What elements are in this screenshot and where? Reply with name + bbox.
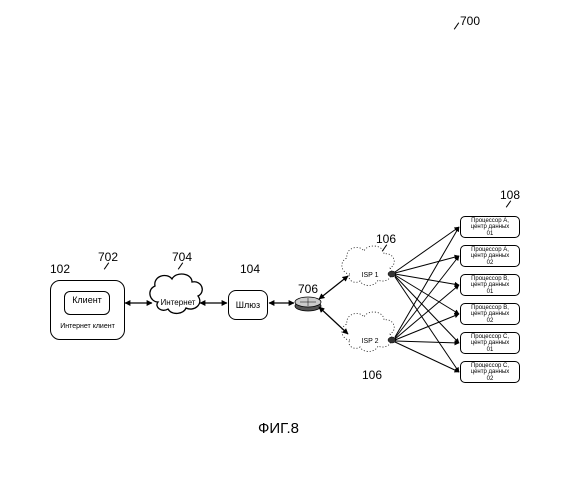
ref-106-bottom: 106 [362, 368, 382, 382]
client-sub-label: Интернет клиент [52, 323, 123, 330]
link-router-isp1 [319, 276, 348, 299]
proc-l3: 01 [461, 347, 519, 353]
isp2-fanout [395, 227, 459, 372]
proc-l3: 01 [461, 289, 519, 295]
isp1-fanout [395, 227, 459, 372]
client-label: Клиент [72, 295, 102, 305]
isp2-label: ISP 2 [362, 338, 379, 345]
isp1-cloud: ISP 1 [342, 246, 396, 285]
link-router-isp2 [319, 307, 348, 334]
processor-box-5: Процессор C, центр данных 02 [460, 361, 520, 383]
isp1-label: ISP 1 [362, 272, 379, 279]
isp2-cloud: ISP 2 [342, 312, 396, 351]
proc-l3: 02 [461, 318, 519, 324]
processor-box-4: Процессор C, центр данных 01 [460, 332, 520, 354]
isp2-node [388, 337, 396, 343]
client-inner-box: Клиент [64, 291, 110, 315]
proc-l3: 01 [461, 231, 519, 237]
diagram-stage: 700 ФИГ.8 Интернет ISP 1 ISP 2 [0, 0, 564, 500]
ref-706: 706 [298, 282, 318, 296]
internet-cloud-label: Интернет [161, 298, 196, 307]
router-icon [295, 297, 321, 311]
proc-l3: 02 [461, 376, 519, 382]
proc-l3: 02 [461, 260, 519, 266]
internet-cloud: Интернет [150, 274, 202, 313]
processor-box-3: Процессор B, центр данных 02 [460, 303, 520, 325]
gateway-label: Шлюз [236, 300, 260, 310]
processor-box-1: Процессор A, центр данных 02 [460, 245, 520, 267]
processor-box-0: Процессор A, центр данных 01 [460, 216, 520, 238]
ref-102: 102 [50, 262, 70, 276]
gateway-box: Шлюз [228, 290, 268, 320]
processor-box-2: Процессор B, центр данных 01 [460, 274, 520, 296]
ref-104: 104 [240, 262, 260, 276]
isp1-node [388, 271, 396, 277]
